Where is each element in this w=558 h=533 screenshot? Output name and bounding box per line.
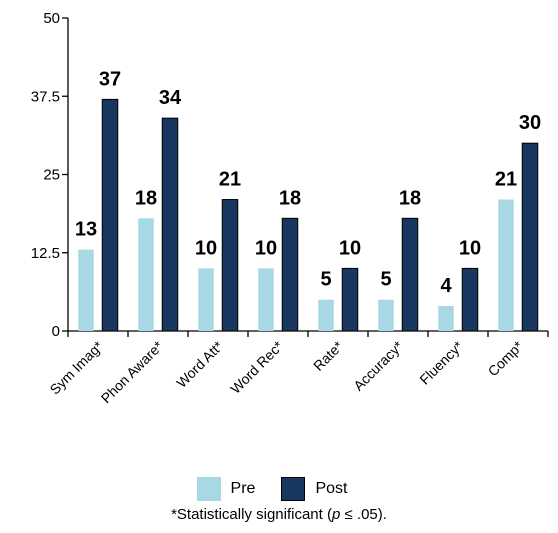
bar-pre: [198, 268, 214, 331]
data-label-pre: 18: [135, 187, 157, 209]
x-tick-label: Phon Aware*: [98, 337, 167, 406]
bar-pre: [498, 199, 514, 331]
x-tick-label: Comp*: [485, 337, 527, 379]
bar-chart: 13 37 18 34 10 21 10 18 5 10 5 18 4 10 21 30 0 12.5 25 37.…: [31, 10, 549, 406]
legend-item-pre: Pre: [196, 477, 270, 501]
chart-bars: [78, 98, 539, 332]
x-tick-label: Fluency*: [416, 337, 466, 387]
x-tick-label: Rate*: [310, 337, 346, 373]
data-label-post: 34: [159, 87, 182, 109]
bar-pre: [138, 218, 154, 331]
legend-swatch-post: [281, 477, 306, 501]
bar-pre: [78, 249, 94, 331]
footnote-prefix: *Statistically significant (: [171, 506, 332, 523]
data-label-post: 30: [519, 112, 541, 134]
y-tick-label: 12.5: [31, 245, 60, 262]
legend-label-pre: Pre: [230, 480, 256, 497]
data-label-pre: 21: [495, 169, 517, 191]
footnote-suffix: ≤ .05).: [340, 506, 387, 523]
significance-footnote: *Statistically significant (p ≤ .05).: [0, 506, 558, 523]
bar-post: [341, 267, 359, 332]
x-tick-label: Word Att*: [173, 337, 226, 390]
bar-post: [281, 217, 299, 332]
bar-pre: [438, 305, 454, 331]
data-label-pre: 13: [75, 219, 97, 241]
bar-pre: [378, 299, 394, 331]
bar-pre: [318, 299, 334, 331]
data-label-pre: 5: [320, 269, 331, 291]
footnote-p-symbol: p: [331, 506, 341, 523]
chart-legend: Pre Post: [0, 476, 558, 502]
bar-post: [461, 267, 479, 332]
x-tick-label: Sym Imag*: [46, 337, 106, 397]
data-label-post: 18: [399, 187, 421, 209]
data-label-pre: 10: [195, 237, 217, 259]
data-label-pre: 4: [440, 275, 452, 297]
legend-label-post: Post: [315, 480, 348, 497]
bar-post: [401, 217, 419, 332]
y-tick-label: 25: [43, 167, 60, 184]
data-label-pre: 10: [255, 237, 277, 259]
y-tick-label: 50: [43, 10, 60, 27]
legend-swatch-pre: [196, 477, 221, 501]
bar-post: [521, 142, 539, 332]
data-label-post: 10: [339, 237, 361, 259]
bar-post: [161, 117, 179, 332]
y-tick-label: 0: [52, 323, 60, 340]
data-label-pre: 5: [380, 269, 391, 291]
data-label-post: 21: [219, 169, 241, 191]
legend-item-post: Post: [281, 477, 361, 501]
data-label-post: 10: [459, 237, 481, 259]
chart-data-labels: 13 37 18 34 10 21 10 18 5 10 5 18 4 10 21 30: [75, 68, 541, 297]
bar-post: [221, 199, 239, 332]
x-tick-label: Word Rec*: [227, 337, 286, 396]
bar-post: [101, 98, 119, 332]
x-tick-label: Accuracy*: [350, 337, 406, 393]
data-label-post: 18: [279, 187, 301, 209]
y-tick-label: 37.5: [31, 88, 60, 105]
bar-pre: [258, 268, 274, 331]
data-label-post: 37: [99, 68, 121, 90]
